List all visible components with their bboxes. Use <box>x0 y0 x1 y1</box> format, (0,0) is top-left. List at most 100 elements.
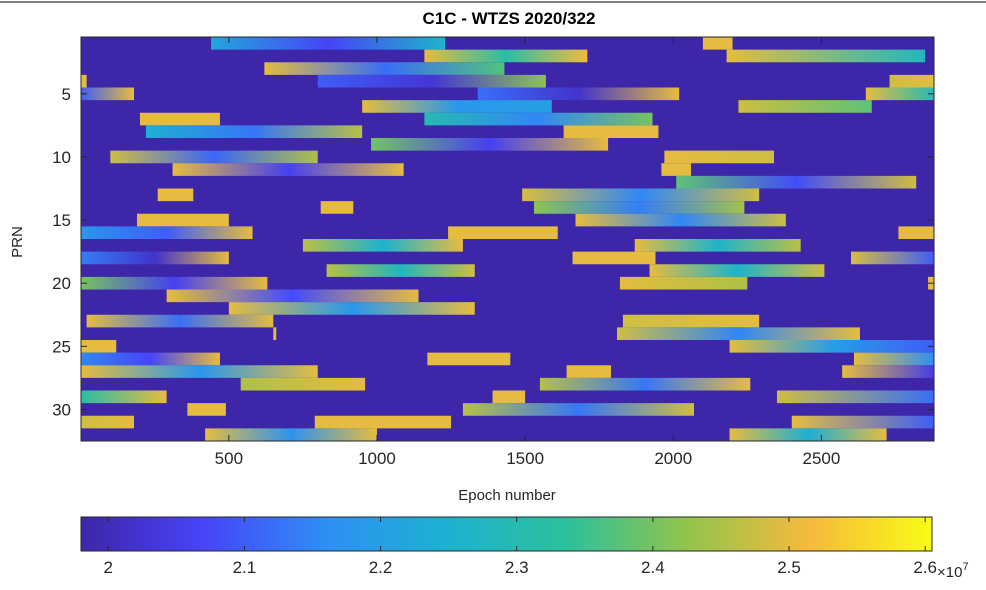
pass-prn-10 <box>110 150 318 164</box>
colorbar-exponent: ×107 <box>937 561 969 581</box>
pass-prn-6 <box>738 100 872 113</box>
pass-prn-11 <box>172 163 404 176</box>
pass-prn-7 <box>424 112 653 126</box>
pass-prn-20 <box>619 276 748 290</box>
plot-area: 500 1000 1500 2000 2500 5 10 15 20 25 30 <box>52 36 935 468</box>
y-axis-ticks: 5 10 15 20 25 30 <box>52 85 934 419</box>
colorbar-frame <box>80 516 933 552</box>
pass-prn-25 <box>729 340 934 353</box>
chart-title: C1C - WTZS 2020/322 <box>423 9 596 28</box>
pass-prn-11 <box>661 163 692 176</box>
pass-prn-14 <box>534 201 745 214</box>
pass-prn-28 <box>240 377 366 391</box>
pass-prn-18 <box>81 251 229 265</box>
colorbar-tick-label: 2.1 <box>233 558 257 577</box>
pass-prn-30 <box>462 403 695 416</box>
x-tick-label: 1000 <box>358 449 396 468</box>
pass-prn-26 <box>427 352 511 366</box>
pass-prn-18 <box>851 251 934 265</box>
y-axis-label: PRN <box>9 226 26 258</box>
y-tick-label: 5 <box>62 85 71 104</box>
pass-prn-17 <box>302 239 463 252</box>
pass-prn-30 <box>187 403 226 416</box>
colorbar: 2 2.1 2.2 2.3 2.4 2.5 2.6 ×107 <box>80 516 969 581</box>
colorbar-tick-label: 2.4 <box>641 558 665 577</box>
pass-prn-8 <box>563 125 659 139</box>
pass-prn-31 <box>791 415 934 429</box>
pass-prn-32 <box>205 428 377 442</box>
pass-prn-16 <box>81 226 253 240</box>
pass-prn-27 <box>566 365 612 378</box>
colorbar-exponent-base: ×10 <box>937 564 962 581</box>
pass-prn-26 <box>81 352 220 366</box>
y-tick-label: 30 <box>52 400 71 419</box>
colorbar-ticks: 2 2.1 2.2 2.3 2.4 2.5 2.6 <box>103 517 937 577</box>
pass-prn-22 <box>228 302 475 315</box>
pass-prn-5 <box>477 87 680 101</box>
pass-prn-6 <box>362 100 552 113</box>
satellite-passes <box>81 37 934 442</box>
pass-prn-31 <box>314 415 452 429</box>
pass-prn-5 <box>81 87 135 101</box>
pass-prn-4 <box>317 74 546 88</box>
pass-prn-8 <box>145 125 363 139</box>
y-tick-label: 20 <box>52 274 71 293</box>
pass-prn-16 <box>898 226 934 240</box>
y-tick-label: 25 <box>52 337 71 356</box>
colorbar-tick-label: 2.6 <box>913 558 937 577</box>
pass-prn-14 <box>320 201 354 214</box>
plot-frame <box>80 36 935 442</box>
pass-prn-25 <box>81 340 117 353</box>
pass-prn-19 <box>649 264 825 277</box>
x-axis-label: Epoch number <box>458 487 556 504</box>
pass-prn-24 <box>616 327 860 341</box>
pass-prn-27 <box>81 365 318 378</box>
pass-prn-29 <box>492 390 526 404</box>
pass-prn-2 <box>424 49 588 63</box>
colorbar-tick-label: 2.3 <box>505 558 529 577</box>
colorbar-gradient <box>81 517 932 551</box>
x-tick-label: 2500 <box>802 449 840 468</box>
pass-prn-4 <box>81 74 87 88</box>
colorbar-exponent-power: 7 <box>962 561 968 573</box>
pass-prn-29 <box>81 390 167 404</box>
pass-prn-1 <box>702 37 733 50</box>
y-tick-label: 15 <box>52 211 71 230</box>
pass-prn-4 <box>889 74 934 88</box>
x-tick-label: 1500 <box>506 449 544 468</box>
pass-prn-15 <box>137 213 229 227</box>
pass-prn-18 <box>572 251 656 265</box>
x-tick-label: 500 <box>215 449 243 468</box>
pass-prn-7 <box>139 112 220 126</box>
pass-prn-28 <box>539 377 751 391</box>
pass-prn-13 <box>157 188 194 202</box>
colorbar-tick-label: 2 <box>103 558 112 577</box>
pass-prn-23 <box>622 314 760 328</box>
pass-prn-27 <box>842 365 934 378</box>
pass-prn-23 <box>86 314 274 328</box>
pass-prn-9 <box>371 138 609 151</box>
pass-prn-24 <box>273 327 277 341</box>
pass-prn-20 <box>81 276 268 290</box>
x-tick-label: 2000 <box>654 449 692 468</box>
pass-prn-2 <box>726 49 926 63</box>
colorbar-tick-label: 2.2 <box>369 558 393 577</box>
pass-prn-29 <box>776 390 934 404</box>
pass-prn-21 <box>166 289 419 303</box>
pass-prn-1 <box>211 37 446 50</box>
pass-prn-10 <box>664 150 774 164</box>
pass-prn-16 <box>448 226 558 240</box>
pass-prn-12 <box>676 175 917 189</box>
x-axis-ticks: 500 1000 1500 2000 2500 <box>215 37 840 468</box>
colorbar-tick-label: 2.5 <box>777 558 801 577</box>
pass-prn-15 <box>575 213 786 227</box>
pass-prn-31 <box>81 415 135 429</box>
y-tick-label: 10 <box>52 148 71 167</box>
pass-prn-32 <box>729 428 887 442</box>
pass-prn-3 <box>264 62 505 75</box>
pass-prn-13 <box>522 188 760 202</box>
pass-prn-17 <box>634 239 801 252</box>
pass-prn-5 <box>865 87 934 101</box>
pass-prn-19 <box>326 264 475 277</box>
